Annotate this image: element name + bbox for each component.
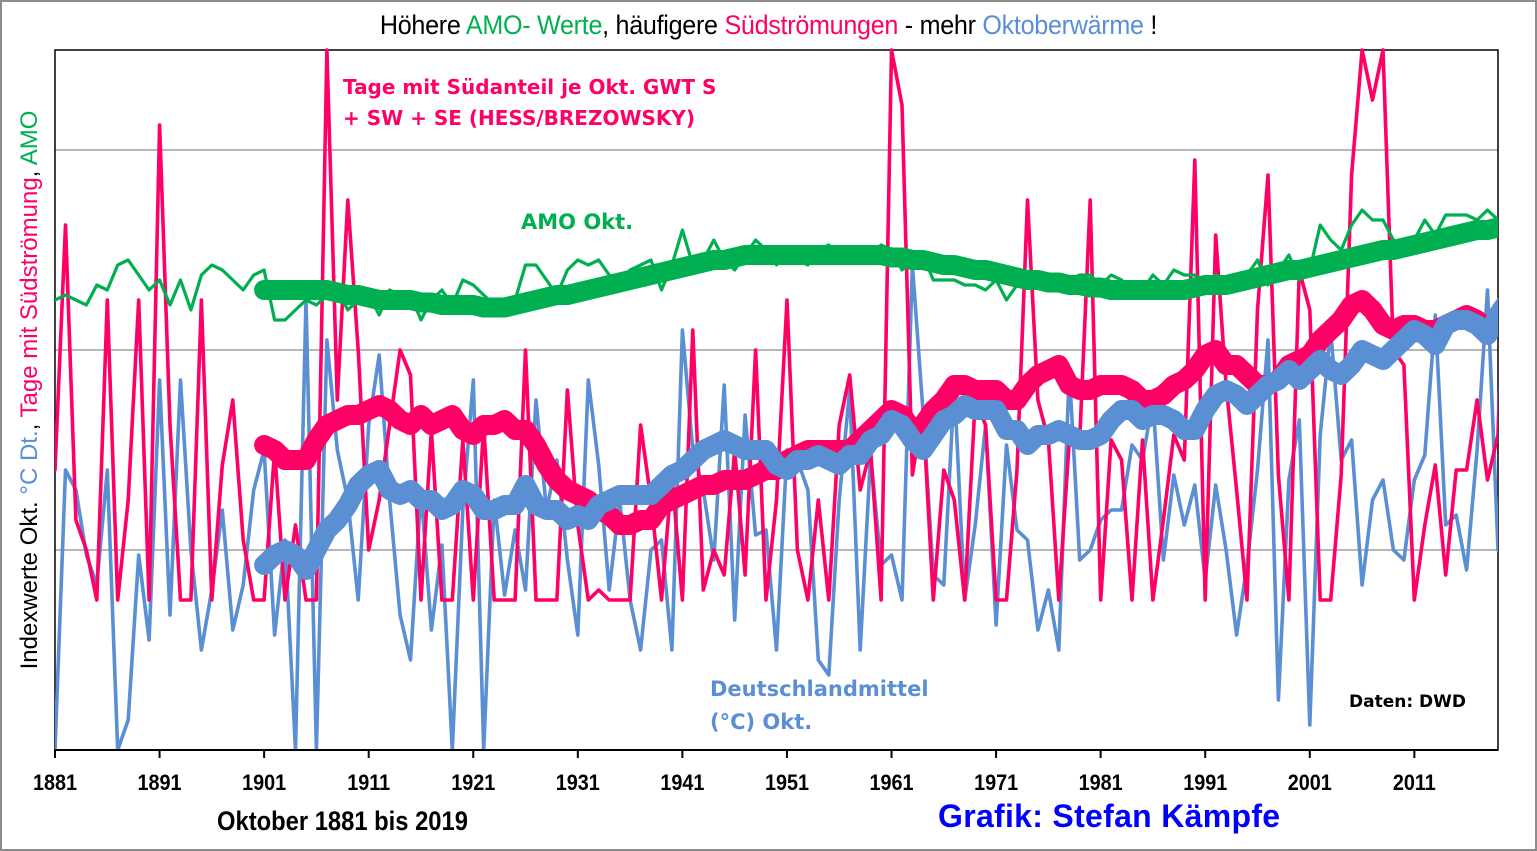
series-line-blue-smoothed	[254, 297, 1498, 580]
y-axis-label: Indexwerte Okt. °C Dt., Tage mit Südströ…	[16, 111, 44, 670]
ylabel-part: ,	[16, 417, 43, 431]
series-group	[55, 48, 1498, 750]
ylabel-part-amo: AMO	[16, 110, 43, 166]
annotation-south-line2: + SW + SE (HESS/BREZOWSKY)	[343, 106, 696, 130]
x-tick-label: 1961	[870, 771, 914, 795]
series-line-blue-raw	[55, 263, 1498, 750]
annotation-data-source: Daten: DWD	[1349, 692, 1467, 712]
x-tick-label: 1921	[451, 771, 495, 795]
ylabel-part: ,	[16, 165, 43, 178]
title-part: Höhere	[379, 10, 466, 40]
x-tick-label: 1881	[33, 771, 77, 795]
series-line-green-smoothed	[254, 217, 1498, 318]
title-part: !	[1143, 10, 1158, 40]
annotation-de-line1: Deutschlandmittel	[710, 677, 929, 701]
x-tick-label: 2001	[1288, 771, 1332, 795]
x-tick-label: 1971	[974, 771, 1018, 795]
title-part-amo: AMO- Werte	[465, 10, 603, 40]
x-tick-label: 1941	[660, 771, 704, 795]
ylabel-part: Indexwerte Okt.	[16, 494, 43, 670]
annotation-south-line1: Tage mit Südanteil je Okt. GWT S	[343, 75, 717, 99]
title-part-south: Südströmungen	[724, 10, 899, 40]
x-tick-label: 1981	[1079, 771, 1123, 795]
x-tick-label: 1991	[1183, 771, 1227, 795]
x-tick-label: 1951	[765, 771, 809, 795]
annotation-amo: AMO Okt.	[521, 210, 634, 234]
x-tick-label: 1891	[138, 771, 182, 795]
x-tick-label: 1901	[242, 771, 286, 795]
chart-title: Höhere AMO- Werte, häufigere Südströmung…	[54, 10, 1483, 41]
series-line-pink-raw	[55, 48, 1498, 602]
title-part-warmth: Oktoberwärme	[982, 10, 1144, 40]
ylabel-part-temp: °C Dt.	[16, 430, 43, 495]
ylabel-part-south: Tage mit Südströmung	[16, 177, 43, 418]
x-tick-label: 2011	[1393, 771, 1436, 795]
title-part: , häufigere	[602, 10, 725, 40]
annotation-de-line2: (°C) Okt.	[710, 710, 813, 734]
x-axis: 1881 1891 1901 1911 1921 1931 1941 1951 1961 1971…	[33, 749, 1498, 795]
annotation-germany-mean: Deutschlandmittel (°C) Okt.	[710, 673, 929, 739]
x-tick-label: 1911	[347, 771, 390, 795]
title-part: - mehr	[898, 10, 983, 40]
x-tick-label: 1931	[556, 771, 600, 795]
credit: Grafik: Stefan Kämpfe	[938, 798, 1281, 834]
x-axis-label: Oktober 1881 bis 2019	[217, 806, 468, 836]
annotation-south-days: Tage mit Südanteil je Okt. GWT S + SW + …	[343, 72, 716, 134]
